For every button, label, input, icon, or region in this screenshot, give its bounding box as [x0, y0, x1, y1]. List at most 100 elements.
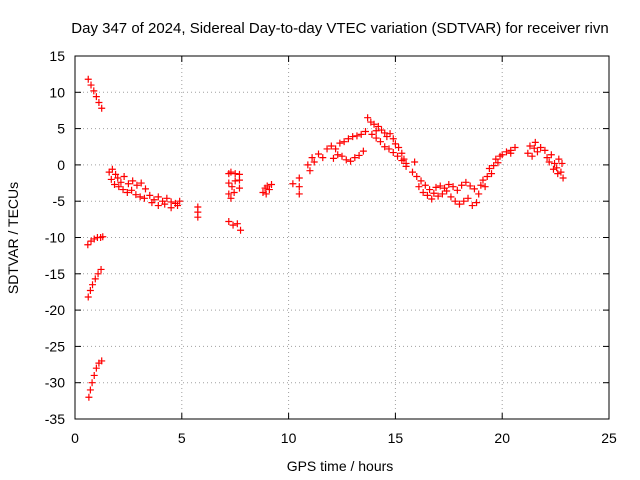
data-point [541, 146, 549, 154]
data-point [381, 143, 389, 151]
data-point [233, 220, 241, 228]
data-point [554, 170, 562, 178]
data-point [462, 178, 470, 186]
data-point [119, 186, 127, 194]
data-point [308, 154, 316, 162]
data-point [342, 156, 350, 164]
series-early-arc-minus30 [85, 357, 106, 401]
data-point [85, 393, 93, 401]
data-point [120, 173, 128, 181]
data-point [136, 193, 144, 201]
data-point [381, 129, 389, 137]
data-point [558, 159, 566, 167]
data-point [230, 188, 238, 196]
y-axis: -35 -30 -25 -20 -15 -10 -5 0 5 10 15 [45, 48, 609, 427]
data-point [137, 179, 145, 187]
data-point [485, 165, 493, 173]
data-point [370, 120, 378, 128]
data-point [129, 177, 137, 185]
data-point [355, 151, 363, 159]
data-point [555, 155, 563, 163]
grid-lines [75, 56, 609, 419]
data-point [402, 162, 410, 170]
data-point [319, 154, 327, 162]
data-point [344, 135, 352, 143]
data-point [115, 183, 123, 191]
data-point [483, 173, 491, 181]
data-point [154, 193, 162, 201]
data-point [227, 194, 235, 202]
y-tick-label: -25 [45, 338, 65, 354]
data-point [376, 138, 384, 146]
data-point [88, 379, 96, 387]
series-midday-rise [304, 128, 369, 175]
data-point [132, 191, 140, 199]
data-point [329, 154, 337, 162]
data-point [470, 185, 478, 193]
data-point [92, 93, 100, 101]
data-point [123, 188, 131, 196]
data-point [86, 286, 94, 294]
data-point [498, 151, 506, 159]
data-point [327, 142, 335, 150]
data-point [84, 293, 92, 301]
data-point [543, 154, 551, 162]
data-point [90, 87, 98, 95]
data-point [259, 188, 267, 196]
data-point [473, 199, 481, 207]
data-point [338, 152, 346, 160]
data-point [228, 183, 236, 191]
data-point [227, 168, 235, 176]
data-point [94, 270, 102, 278]
data-point [310, 158, 318, 166]
data-point [315, 150, 323, 158]
data-point [336, 139, 344, 147]
data-point [235, 176, 243, 184]
series-cluster-7.3 [225, 168, 245, 234]
data-point [225, 218, 233, 226]
y-tick-label: -20 [45, 302, 65, 318]
data-point [526, 142, 534, 150]
data-point [295, 174, 303, 182]
data-point [117, 178, 125, 186]
x-tick-label: 0 [71, 430, 79, 446]
data-point [107, 175, 115, 183]
data-point [289, 180, 297, 188]
data-point [417, 177, 425, 185]
data-point [306, 167, 314, 175]
series-afternoon-trough [408, 158, 481, 210]
y-tick-label: 15 [49, 48, 65, 64]
data-point [453, 186, 461, 194]
data-point [161, 200, 169, 208]
data-point [295, 183, 303, 191]
data-point [174, 202, 182, 210]
data-point [87, 81, 95, 89]
data-point [502, 148, 510, 156]
data-point [91, 275, 99, 283]
chart-title: Day 347 of 2024, Sidereal Day-to-day VTE… [71, 20, 608, 37]
data-point [334, 151, 342, 159]
data-point [141, 185, 149, 193]
data-point [537, 143, 545, 151]
data-point [372, 127, 380, 135]
data-point [347, 157, 355, 165]
data-point [353, 132, 361, 140]
data-point [458, 181, 466, 189]
data-point [528, 152, 536, 160]
data-point [97, 265, 105, 273]
data-point [411, 158, 419, 166]
data-point [268, 181, 276, 189]
data-point [359, 147, 367, 155]
x-tick-label: 20 [494, 430, 510, 446]
data-point [231, 177, 239, 185]
data-point [304, 161, 312, 169]
data-point [460, 197, 468, 205]
data-point [90, 371, 98, 379]
y-tick-label: -10 [45, 230, 65, 246]
data-point [531, 138, 539, 146]
data-point [430, 189, 438, 197]
data-point [128, 186, 136, 194]
y-tick-label: -35 [45, 411, 65, 427]
data-point [389, 135, 397, 143]
